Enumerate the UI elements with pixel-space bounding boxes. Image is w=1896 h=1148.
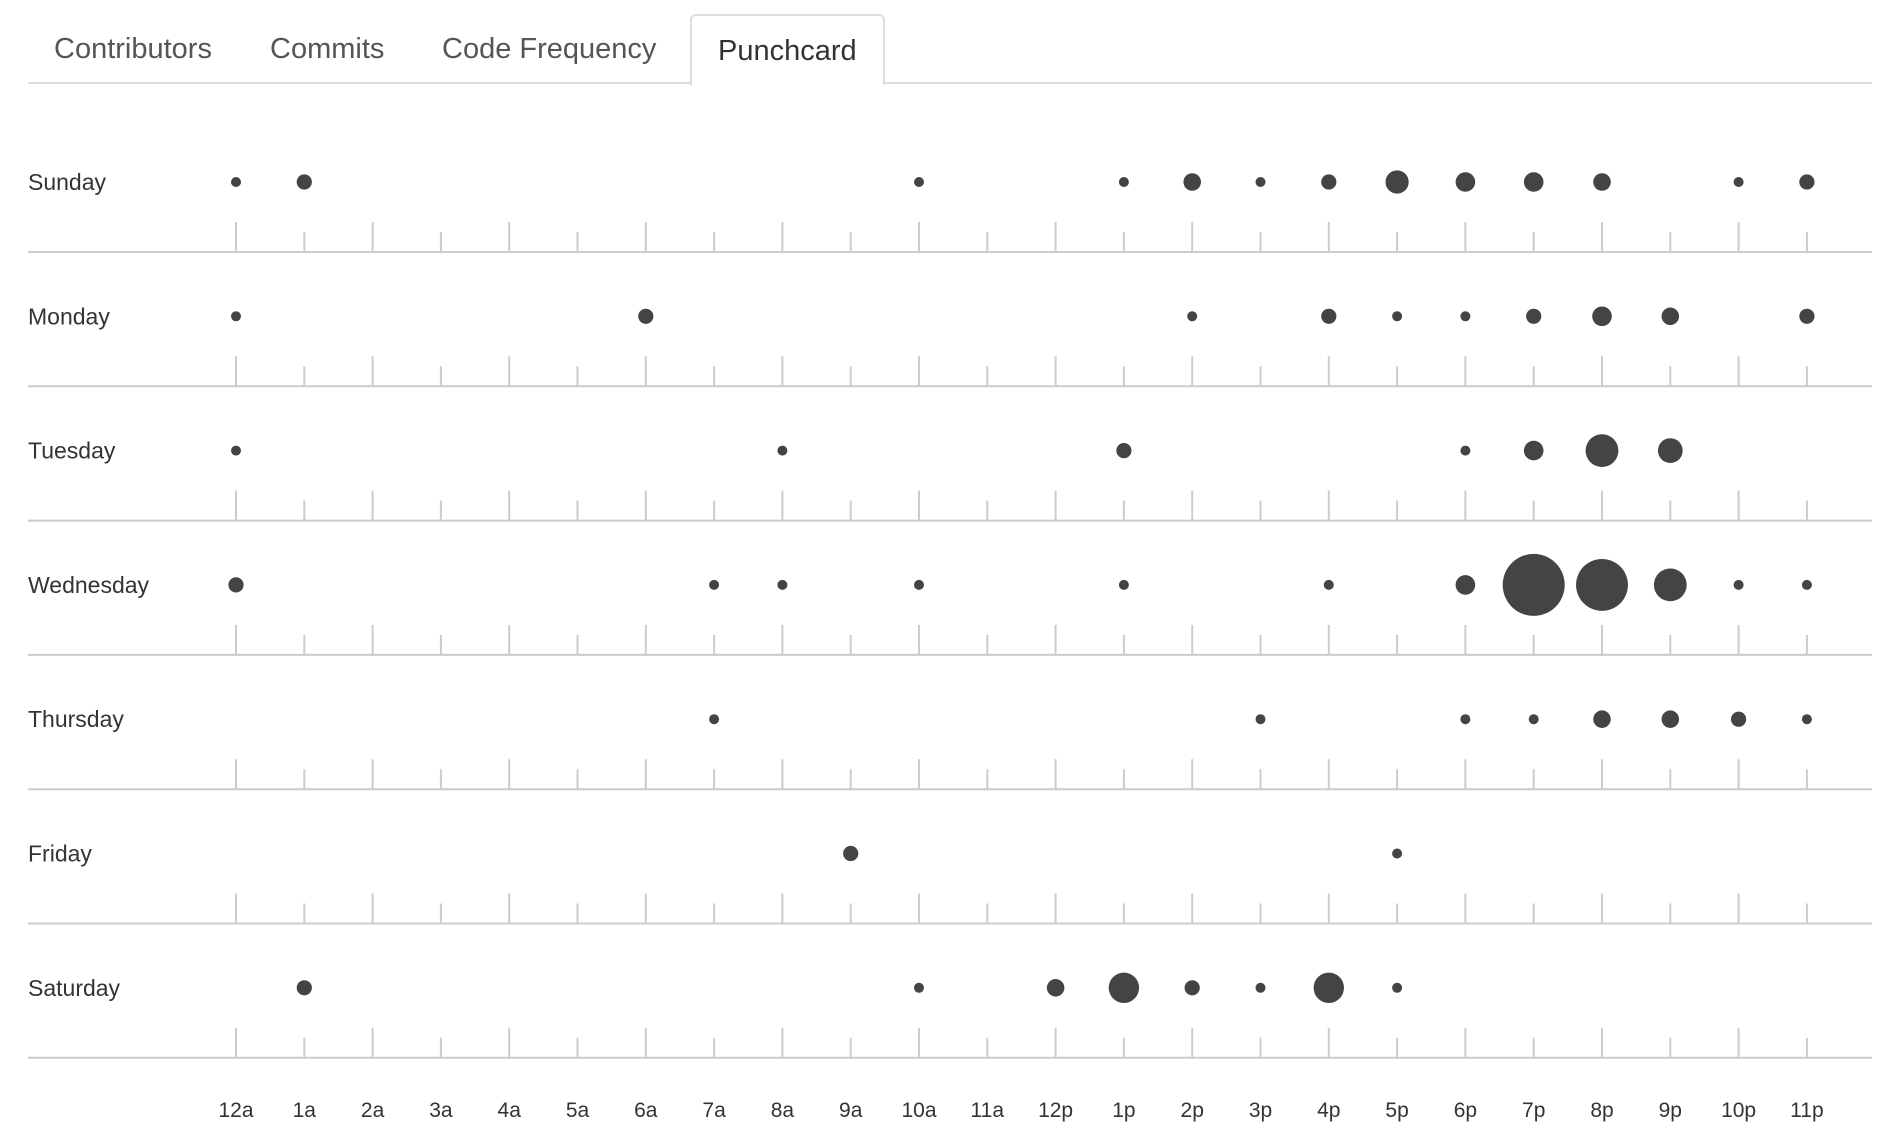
punch-dot	[1455, 172, 1476, 192]
hour-label: 4a	[498, 1099, 522, 1122]
punch-dot	[1183, 173, 1201, 191]
hour-label: 7p	[1522, 1099, 1545, 1122]
punch-dot	[1502, 553, 1565, 616]
punch-dot	[1385, 170, 1409, 194]
punch-dot	[1593, 710, 1611, 728]
punch-dot	[1323, 579, 1334, 590]
hour-label: 2p	[1181, 1099, 1204, 1122]
hour-label: 9a	[839, 1099, 863, 1122]
hour-label: 8p	[1590, 1099, 1613, 1122]
punch-dot	[1661, 307, 1680, 326]
punch-dot	[1255, 177, 1266, 187]
punch-dot	[231, 445, 241, 456]
punch-dot	[1118, 579, 1129, 590]
day-label: Tuesday	[28, 438, 116, 464]
hour-label: 4p	[1317, 1099, 1340, 1122]
hour-label: 3p	[1249, 1099, 1272, 1122]
punch-dot	[709, 714, 720, 725]
hour-label: 7a	[702, 1099, 726, 1122]
punch-dot	[1799, 308, 1815, 324]
punch-dot	[1653, 568, 1687, 602]
punch-dot	[709, 579, 720, 590]
punch-dot	[1108, 972, 1140, 1003]
punch-dot	[1116, 443, 1132, 459]
punch-dot	[1585, 434, 1619, 468]
hour-label: 5a	[566, 1099, 590, 1122]
hour-label: 10a	[901, 1099, 936, 1122]
punch-dot	[1731, 711, 1747, 727]
punch-dot	[1255, 714, 1266, 725]
day-label: Monday	[28, 303, 110, 329]
punch-dot	[1799, 174, 1815, 190]
hour-label: 3a	[429, 1099, 453, 1122]
punch-dot	[1733, 177, 1744, 187]
hour-label: 10p	[1721, 1099, 1756, 1122]
hour-label: 11p	[1790, 1099, 1823, 1122]
punch-dot	[296, 174, 312, 190]
hour-label: 12a	[218, 1099, 253, 1122]
punch-dot	[1392, 311, 1403, 322]
punch-dot	[1460, 714, 1471, 725]
punch-dot	[777, 445, 788, 456]
punch-dot	[914, 177, 924, 187]
hour-label: 2a	[361, 1099, 385, 1122]
punch-dot	[1523, 172, 1544, 192]
punch-dot	[777, 579, 788, 590]
punch-dot	[1313, 972, 1344, 1003]
punch-dot	[231, 177, 241, 187]
punch-dot	[1576, 558, 1628, 611]
punch-dot	[1118, 177, 1129, 187]
punch-dot	[1528, 714, 1539, 725]
punch-dot	[228, 577, 244, 593]
hour-label: 6p	[1454, 1099, 1477, 1122]
punch-dot	[1460, 311, 1471, 322]
hour-label: 1a	[293, 1099, 317, 1122]
punch-dot	[296, 980, 312, 996]
day-label: Sunday	[28, 169, 107, 195]
tab-code-frequency[interactable]: Code Frequency	[442, 33, 657, 65]
day-label: Thursday	[28, 706, 124, 732]
punch-dot	[914, 982, 924, 993]
punch-dot	[914, 579, 924, 590]
punch-dot	[1046, 979, 1065, 997]
day-label: Wednesday	[28, 572, 150, 598]
punch-dot	[1187, 311, 1198, 322]
punch-dot	[843, 845, 859, 862]
hour-label: 11a	[971, 1099, 1005, 1122]
punch-dot	[1184, 980, 1200, 996]
punch-dot	[1321, 174, 1337, 190]
punch-dot	[1455, 575, 1476, 595]
day-label: Saturday	[28, 975, 121, 1001]
tab-bar: Contributors Commits Code Frequency Punc…	[28, 0, 1872, 86]
punch-dot	[1592, 306, 1612, 327]
punch-dot	[1255, 982, 1266, 993]
day-label: Friday	[28, 841, 92, 867]
hour-label: 1p	[1112, 1099, 1135, 1122]
hour-label: 6a	[634, 1099, 658, 1122]
punch-dot	[1392, 982, 1403, 993]
hour-label: 5p	[1385, 1099, 1408, 1122]
tab-contributors[interactable]: Contributors	[54, 33, 212, 65]
hour-label: 8a	[771, 1099, 795, 1122]
punch-dot	[1593, 173, 1611, 191]
punch-dot	[1526, 308, 1542, 324]
punch-dot	[1733, 579, 1744, 590]
punch-dot	[1460, 445, 1471, 456]
punch-dot	[1661, 710, 1680, 728]
tab-punchcard[interactable]: Punchcard	[690, 14, 885, 86]
punch-dot	[1801, 579, 1812, 590]
punch-dot	[1801, 714, 1812, 725]
punch-dot	[1657, 438, 1683, 463]
hour-label: 12p	[1038, 1099, 1073, 1122]
punch-dot	[638, 308, 654, 324]
punch-dot	[1321, 308, 1337, 324]
punch-dot	[231, 311, 241, 322]
tab-commits[interactable]: Commits	[270, 33, 385, 65]
punch-dot	[1392, 848, 1403, 859]
punch-dot	[1523, 440, 1544, 461]
hour-label: 9p	[1659, 1099, 1682, 1122]
